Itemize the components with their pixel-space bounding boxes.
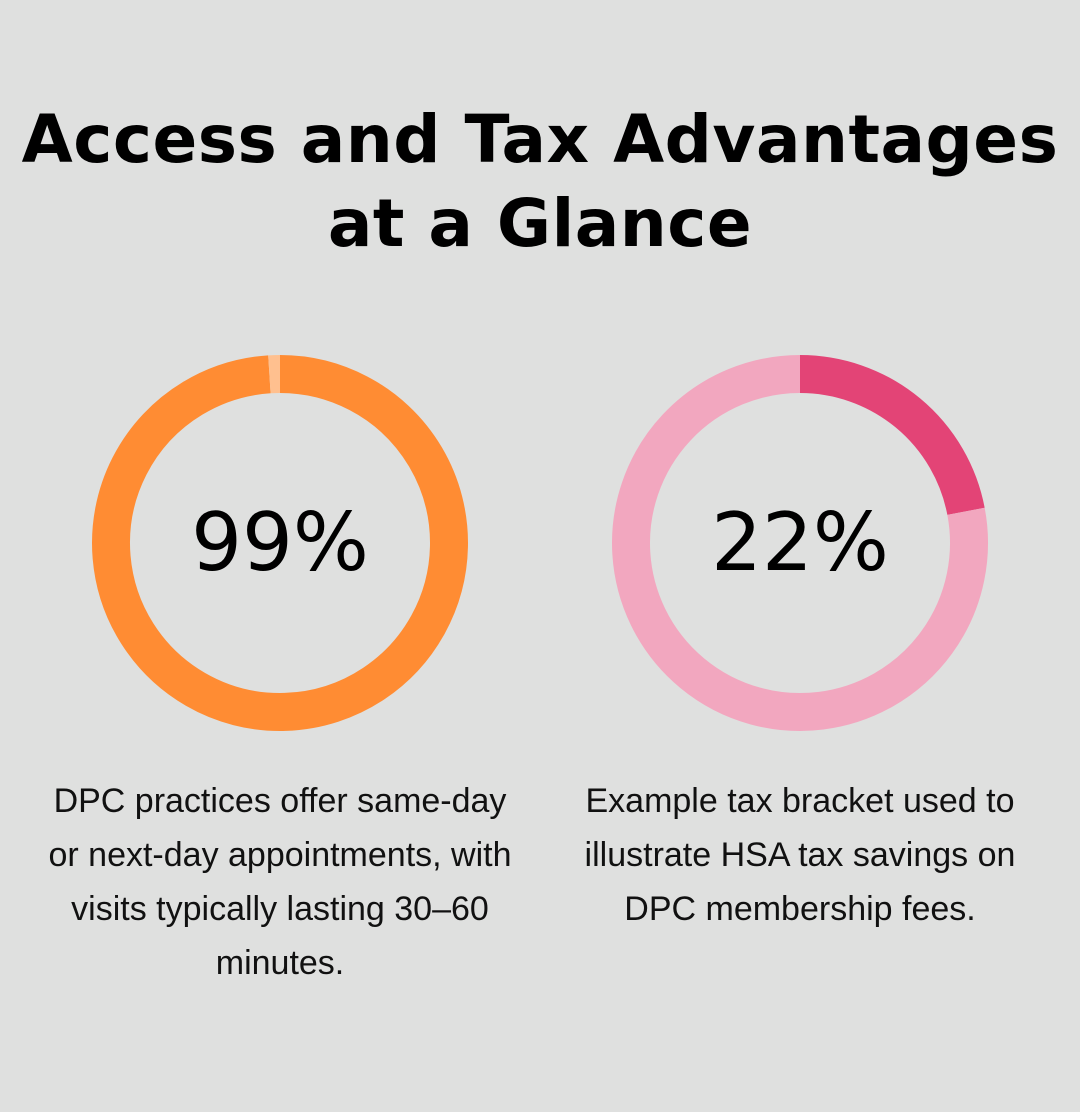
donut-segment bbox=[612, 355, 988, 731]
donut-label-tax: 22% bbox=[711, 496, 889, 589]
donut-chart-access bbox=[92, 354, 468, 731]
donut-chart-tax bbox=[612, 355, 988, 731]
page-title: Access and Tax Advantages at a Glance bbox=[21, 101, 1059, 262]
description-access: DPC practices offer same-day or next-day… bbox=[48, 782, 512, 982]
donut-label-access: 99% bbox=[191, 496, 369, 589]
donut-segment bbox=[799, 355, 985, 516]
description-tax: Example tax bracket used to illustrate H… bbox=[584, 782, 1016, 928]
donut-segment bbox=[92, 355, 468, 731]
